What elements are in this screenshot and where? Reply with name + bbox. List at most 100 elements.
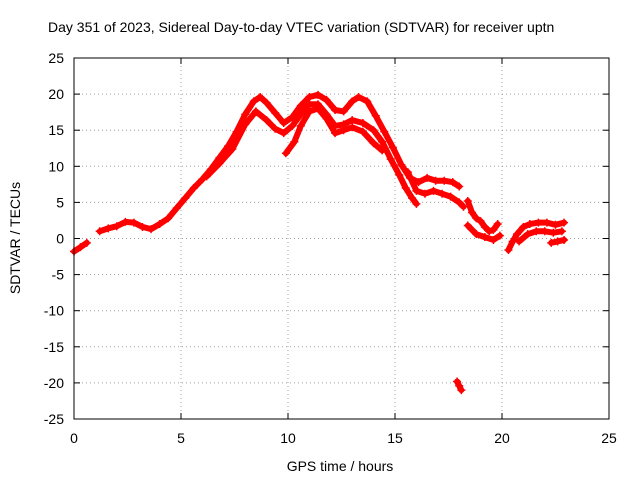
- data-point: [519, 222, 528, 231]
- data-point: [271, 108, 280, 117]
- axis-ticks: 0 5 10 15 20 25 -25 -20 -15 -10 -5 0 5 10 15 20 25: [44, 50, 617, 446]
- data-point: [472, 214, 481, 223]
- series-track-7: [463, 221, 504, 244]
- y-tick-label: 10: [48, 158, 64, 174]
- data-point: [525, 220, 534, 229]
- data-point: [489, 225, 498, 234]
- y-tick-label: 25: [48, 50, 64, 66]
- data-point: [251, 107, 260, 116]
- data-point: [339, 126, 348, 135]
- series-band: [96, 91, 463, 235]
- data-point: [542, 218, 551, 227]
- data-point: [358, 118, 367, 127]
- data-point: [296, 110, 305, 119]
- x-tick-label: 10: [280, 430, 296, 446]
- data-point: [256, 92, 265, 101]
- data-series: [70, 90, 569, 395]
- data-point: [290, 137, 299, 146]
- data-point: [155, 220, 164, 229]
- data-point: [348, 116, 357, 125]
- series-track-4: [281, 104, 387, 158]
- data-point: [549, 228, 558, 237]
- x-tick-label: 0: [70, 430, 78, 446]
- data-point: [129, 218, 138, 227]
- data-point: [485, 227, 494, 236]
- data-point: [189, 183, 198, 192]
- chart-title: Day 351 of 2023, Sidereal Day-to-day VTE…: [48, 19, 554, 35]
- data-point: [515, 237, 524, 246]
- data-point: [540, 227, 549, 236]
- data-point: [495, 231, 504, 240]
- series-band: [282, 105, 386, 157]
- y-tick-label: 5: [56, 194, 64, 210]
- data-point: [241, 120, 250, 129]
- data-point: [455, 182, 464, 191]
- data-point: [378, 137, 387, 146]
- y-tick-label: -20: [44, 375, 64, 391]
- data-point: [455, 381, 464, 390]
- x-axis-label: GPS time / hours: [287, 458, 394, 474]
- data-point: [181, 194, 190, 203]
- data-point: [371, 111, 380, 120]
- data-point: [288, 113, 297, 122]
- data-point: [215, 159, 224, 168]
- data-point: [408, 194, 417, 203]
- data-point: [296, 121, 305, 130]
- data-point: [553, 237, 562, 246]
- data-point: [448, 178, 457, 187]
- data-point: [121, 217, 130, 226]
- data-point: [480, 222, 489, 231]
- data-point: [305, 100, 314, 109]
- data-point: [354, 92, 363, 101]
- data-point: [262, 116, 271, 125]
- data-point: [241, 110, 250, 119]
- y-tick-label: -15: [44, 339, 64, 355]
- series-track-6: [463, 196, 502, 236]
- data-point: [339, 107, 348, 116]
- data-point: [412, 186, 421, 195]
- data-point: [313, 90, 322, 99]
- data-point: [446, 192, 455, 201]
- data-point: [305, 92, 314, 101]
- data-point: [397, 160, 406, 169]
- data-point: [463, 221, 472, 230]
- data-point: [480, 233, 489, 242]
- data-point: [348, 97, 357, 106]
- data-point: [104, 224, 113, 233]
- data-point: [281, 149, 290, 158]
- data-point: [76, 243, 85, 252]
- data-point: [463, 196, 472, 205]
- data-point: [412, 199, 421, 208]
- data-point: [378, 146, 387, 155]
- data-point: [523, 230, 532, 239]
- data-point: [532, 227, 541, 236]
- series-track-10: [515, 227, 566, 246]
- data-point: [164, 214, 173, 223]
- data-point: [468, 208, 477, 217]
- data-point: [138, 222, 147, 231]
- data-point: [380, 127, 389, 136]
- data-point: [476, 217, 485, 226]
- series-track-9: [504, 218, 569, 255]
- data-point: [279, 118, 288, 127]
- data-point: [172, 204, 181, 213]
- data-point: [423, 173, 432, 182]
- data-point: [472, 230, 481, 239]
- y-tick-label: 15: [48, 122, 64, 138]
- x-tick-label: 15: [387, 430, 403, 446]
- data-point: [82, 238, 91, 247]
- data-point: [331, 129, 340, 138]
- data-point: [440, 176, 449, 185]
- data-point: [457, 386, 466, 395]
- y-axis-label: SDTVAR / TECUs: [7, 182, 23, 294]
- data-point: [429, 186, 438, 195]
- data-point: [455, 198, 464, 207]
- data-point: [420, 189, 429, 198]
- series-track-11: [547, 235, 569, 247]
- data-point: [322, 114, 331, 123]
- data-point: [551, 220, 560, 229]
- data-point: [363, 97, 372, 106]
- data-point: [395, 170, 404, 179]
